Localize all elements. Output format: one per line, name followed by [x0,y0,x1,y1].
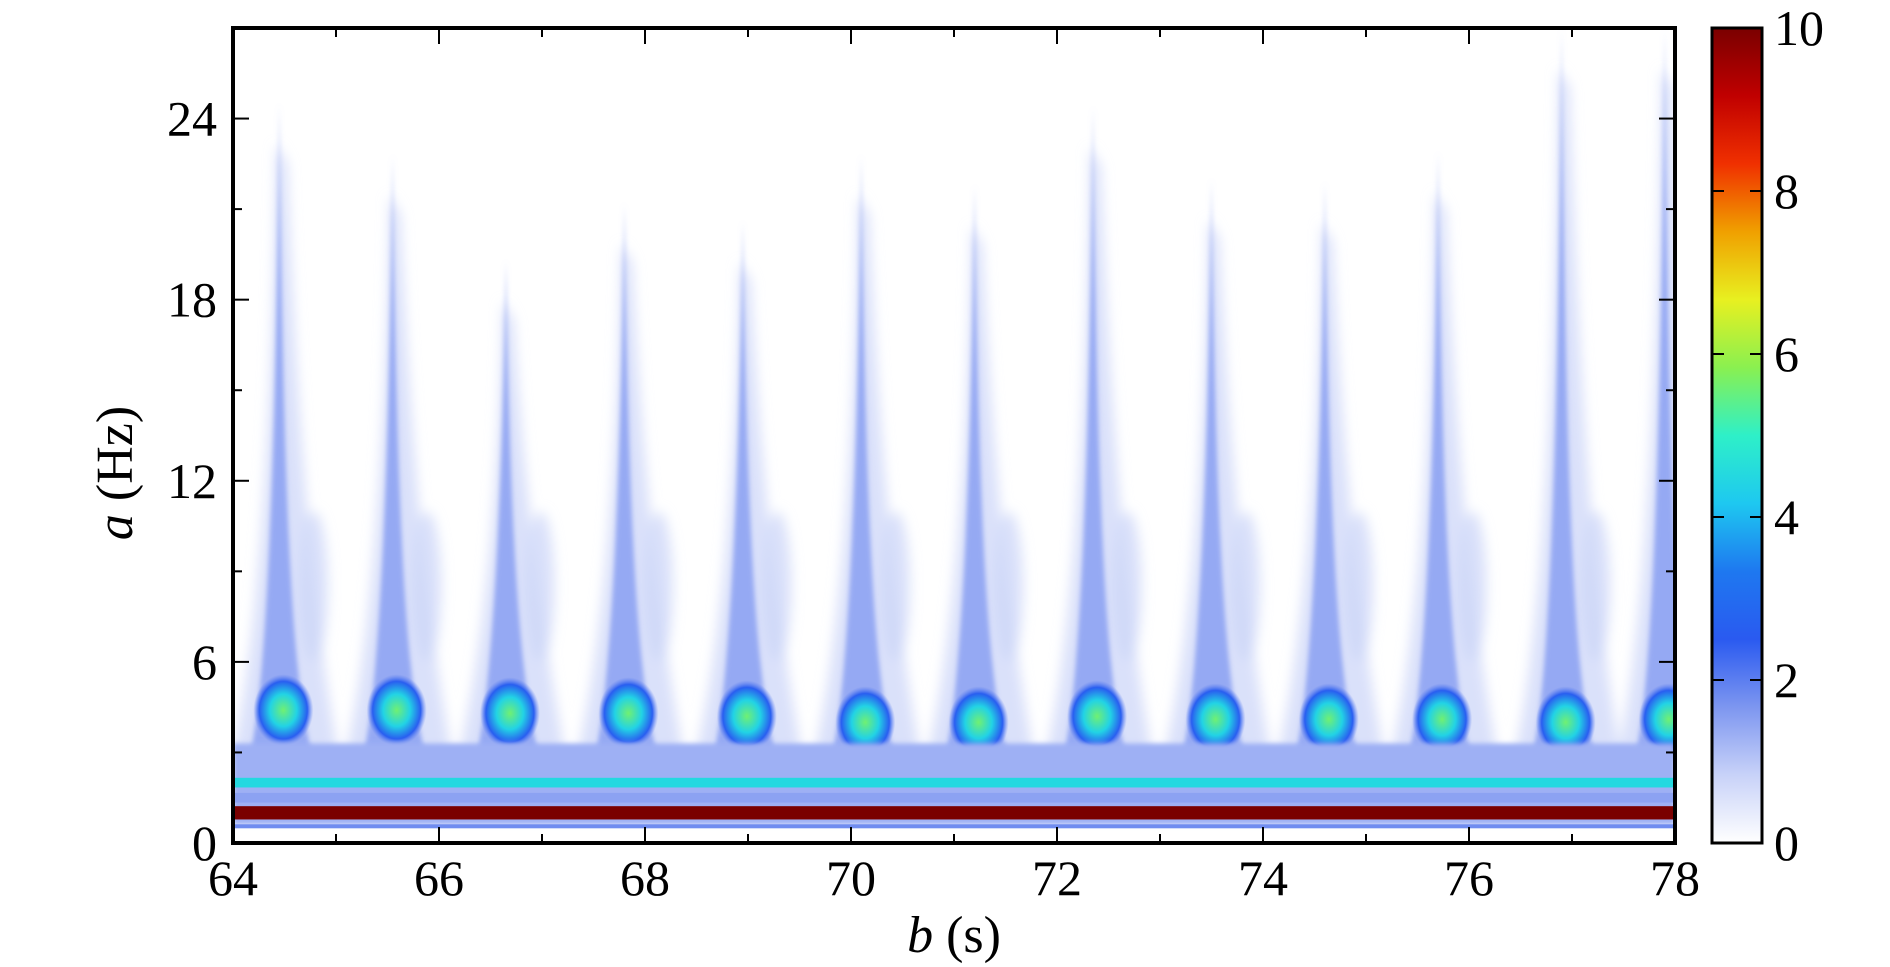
x-axis-label: b (s) [907,907,1001,964]
burst-spike [1294,181,1359,759]
colorbar-tick-label: 2 [1774,652,1799,708]
burst-spike [362,154,427,759]
y-tick-label: 24 [167,91,217,147]
y-tick-label: 18 [167,272,217,328]
x-tick-label: 76 [1444,850,1494,906]
burst-spike [475,260,540,759]
burst-side-lobe [1685,511,1713,661]
burst-spike [249,103,314,759]
burst-side-lobe [1345,511,1374,662]
burst-core [1185,683,1246,756]
burst-core [253,674,314,747]
burst-core [1067,680,1128,753]
x-tick-label: 64 [208,850,258,906]
burst-core [1638,683,1675,756]
burst-side-lobe [1582,511,1611,662]
colorbar-tick-label: 6 [1774,326,1799,382]
x-axis-unit: (s) [946,907,1001,964]
colorbar-frame [1710,26,1764,845]
burst-side-lobe [1113,511,1142,662]
frequency-band [233,792,1675,803]
burst-side-lobe [526,511,555,662]
frequency-band [233,777,1675,788]
burst-side-lobe [299,511,328,662]
burst-spike [831,154,896,759]
colorbar-fill [1712,28,1762,843]
burst-core [1412,683,1473,756]
burst-spike [1181,178,1246,759]
burst-core [835,686,896,759]
frequency-band [233,806,1675,820]
burst-side-lobe [995,511,1024,662]
y-tick-label: 0 [192,815,217,871]
y-tick-label: 12 [167,453,217,509]
x-tick-label: 74 [1238,850,1288,906]
burst-side-lobe [1458,511,1487,662]
colorbar-tick-label: 0 [1774,815,1799,871]
burst-spike [1063,106,1128,759]
colorbar-tick-label: 10 [1774,0,1824,56]
burst-side-lobe [413,511,442,662]
burst-spike [1408,151,1473,759]
y-axis-ticks: 0 6 12 18 24 [167,91,1675,871]
burst-core [366,674,427,747]
burst-spike [1634,28,1675,759]
y-axis-unit: (Hz) [87,406,144,501]
burst-core [1298,683,1359,756]
burst-core [479,677,540,750]
burst-side-lobe [881,511,910,662]
x-tick-label: 66 [414,850,464,906]
bands-layer [233,743,1675,829]
x-tick-label: 70 [826,850,876,906]
band-edge [233,824,1675,829]
burst-spike [944,184,1009,759]
burst-core [716,680,777,753]
x-tick-label: 68 [620,850,670,906]
y-tick-label: 6 [192,634,217,690]
plot-area [233,28,1713,843]
burst-spike [712,221,777,759]
burst-core [1535,686,1596,759]
spike-stems [249,28,1675,759]
burst-spike [1531,28,1596,759]
burst-core [948,686,1009,759]
colorbar-tick-label: 8 [1774,163,1799,219]
colorbar-ticks: 0 2 4 6 8 10 [1712,0,1824,871]
burst-side-lobe [645,511,674,662]
x-axis-var: b [907,907,933,964]
x-tick-label: 78 [1650,850,1700,906]
x-tick-label: 72 [1032,850,1082,906]
burst-side-lobe [1232,511,1261,662]
y-axis-var: a [87,514,144,540]
colorbar: 0 2 4 6 8 10 [1710,0,1824,871]
y-axis-label: a (Hz) [87,406,144,540]
colorbar-tick-label: 4 [1774,489,1799,545]
bursts-layer [233,28,1713,771]
burst-spike [594,203,659,759]
burst-side-lobe [763,511,792,662]
x-axis-ticks: 64 66 68 70 72 74 76 78 [208,28,1700,906]
burst-core [598,677,659,750]
